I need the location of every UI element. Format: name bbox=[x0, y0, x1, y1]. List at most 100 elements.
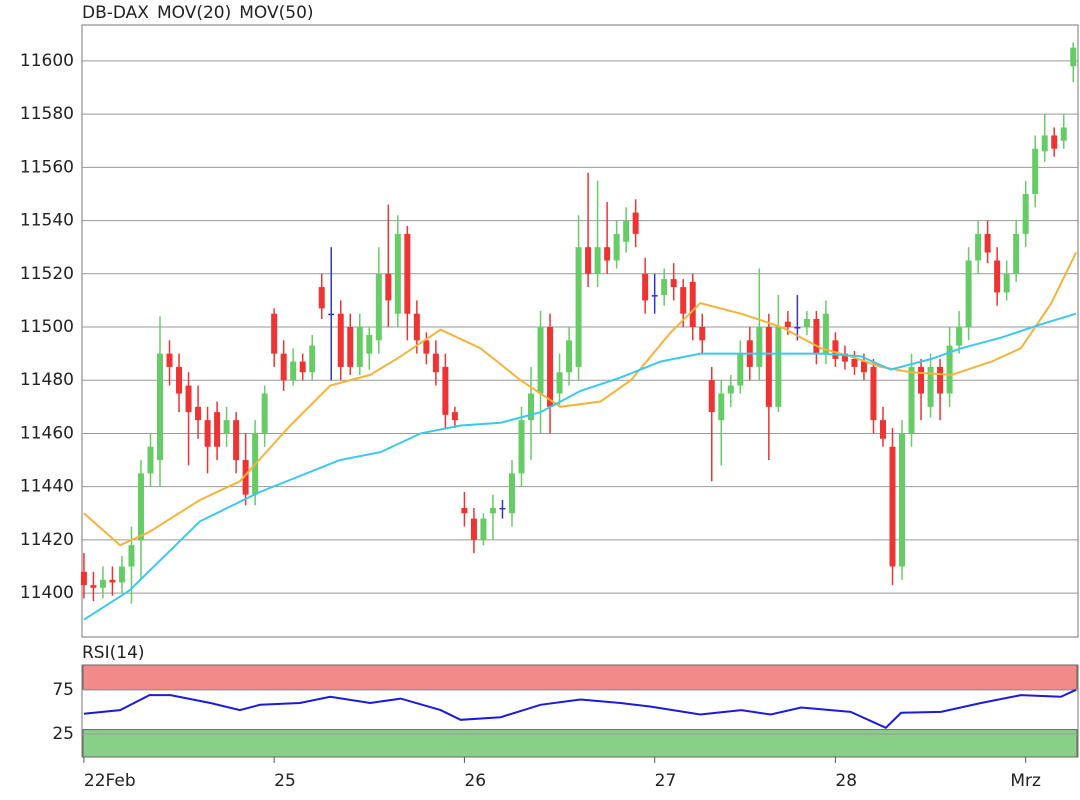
y-tick-label: 11580 bbox=[20, 104, 74, 124]
candle-body bbox=[337, 313, 344, 367]
candle-body bbox=[965, 260, 972, 328]
candle-body bbox=[176, 366, 183, 394]
candle-body bbox=[918, 366, 925, 394]
x-tick-label: 28 bbox=[835, 771, 857, 791]
y-tick-label: 11460 bbox=[20, 423, 74, 443]
candle-body bbox=[489, 507, 496, 514]
candle-body bbox=[537, 327, 544, 394]
candle-body bbox=[879, 420, 886, 439]
x-tick-label: 25 bbox=[274, 771, 296, 791]
candle-body bbox=[623, 220, 630, 242]
candle-body bbox=[118, 566, 125, 583]
candle-body bbox=[851, 358, 858, 367]
candle-body bbox=[841, 353, 848, 362]
candle-body bbox=[128, 545, 135, 567]
candle-body bbox=[356, 327, 363, 367]
line bbox=[83, 688, 1077, 729]
y-tick-label: 11560 bbox=[20, 157, 74, 177]
candle-body bbox=[1051, 135, 1058, 149]
candle-body bbox=[223, 420, 230, 434]
candle-body bbox=[413, 313, 420, 341]
candle-body bbox=[566, 340, 573, 373]
candle-body bbox=[813, 319, 820, 354]
candle-body bbox=[775, 327, 782, 407]
candle-body bbox=[1032, 148, 1039, 194]
candle-body bbox=[366, 334, 373, 354]
candle-body bbox=[299, 361, 306, 373]
x-tick-label: 26 bbox=[464, 771, 486, 791]
candle-body bbox=[784, 321, 791, 328]
x-tick-label: Mrz bbox=[1010, 771, 1041, 791]
candle-body bbox=[470, 518, 477, 540]
candle-body bbox=[547, 327, 554, 407]
candle-body bbox=[661, 279, 668, 296]
candle-body bbox=[1060, 127, 1067, 141]
candle-body bbox=[575, 247, 582, 367]
candle-body bbox=[556, 372, 563, 394]
legend-entry: MOV(50) bbox=[239, 3, 313, 23]
candle-body bbox=[271, 313, 278, 354]
candle-body bbox=[946, 345, 953, 394]
candle-body bbox=[166, 353, 173, 367]
x-tick-label: 22Feb bbox=[84, 771, 136, 791]
line bbox=[83, 252, 1077, 547]
candle-body bbox=[214, 412, 221, 447]
candle-body bbox=[718, 393, 725, 421]
candle-body bbox=[651, 295, 658, 297]
candle-body bbox=[737, 353, 744, 386]
candle-body bbox=[908, 366, 915, 434]
candle-body bbox=[328, 313, 335, 316]
candle-body bbox=[708, 380, 715, 413]
candle-body bbox=[832, 340, 839, 359]
candle-body bbox=[461, 507, 468, 514]
candle-body bbox=[642, 273, 649, 301]
candle-body bbox=[604, 247, 611, 261]
candle-body bbox=[404, 233, 411, 314]
candle-body bbox=[680, 287, 687, 314]
y-tick-label: 75 bbox=[52, 680, 74, 700]
candle-body bbox=[975, 233, 982, 261]
candle-body bbox=[318, 287, 325, 309]
candle-body bbox=[99, 579, 106, 588]
candle-body bbox=[385, 273, 392, 301]
y-tick-label: 11600 bbox=[20, 51, 74, 71]
y-tick-label: 11500 bbox=[20, 317, 74, 337]
candle-body bbox=[442, 366, 449, 415]
candle-body bbox=[309, 345, 316, 373]
candle-body bbox=[870, 366, 877, 421]
candle-body bbox=[613, 233, 620, 261]
candle-body bbox=[480, 518, 487, 540]
candle-body bbox=[937, 366, 944, 394]
candle-body bbox=[508, 473, 515, 514]
candle-body bbox=[375, 273, 382, 341]
candle-body bbox=[984, 233, 991, 253]
candle-body bbox=[242, 460, 249, 495]
candle-body bbox=[137, 473, 144, 540]
legend-entry: DB-DAX bbox=[82, 3, 149, 23]
candle-body bbox=[585, 247, 592, 274]
candle-body bbox=[727, 385, 734, 394]
candle-body bbox=[594, 247, 601, 274]
y-tick-label: 11420 bbox=[20, 530, 74, 550]
y-tick-label: 11400 bbox=[20, 583, 74, 603]
candle-body bbox=[1022, 193, 1029, 234]
candle-body bbox=[233, 420, 240, 461]
candle-body bbox=[347, 327, 354, 367]
candle-body bbox=[528, 393, 535, 421]
candle-body bbox=[860, 361, 867, 373]
candle-body bbox=[1041, 135, 1048, 152]
candle-body bbox=[689, 281, 696, 328]
candle-body bbox=[280, 353, 287, 381]
candle-body bbox=[927, 366, 934, 407]
candle-body bbox=[899, 433, 906, 567]
legend-entry: RSI(14) bbox=[82, 643, 145, 663]
candle-body bbox=[290, 361, 297, 381]
candle-body bbox=[109, 579, 116, 583]
y-tick-label: 11480 bbox=[20, 370, 74, 390]
candle-body bbox=[157, 353, 164, 461]
legend-entry: MOV(20) bbox=[157, 3, 231, 23]
candle-body bbox=[956, 327, 963, 346]
candle-body bbox=[90, 585, 97, 588]
candle-body bbox=[451, 412, 458, 421]
